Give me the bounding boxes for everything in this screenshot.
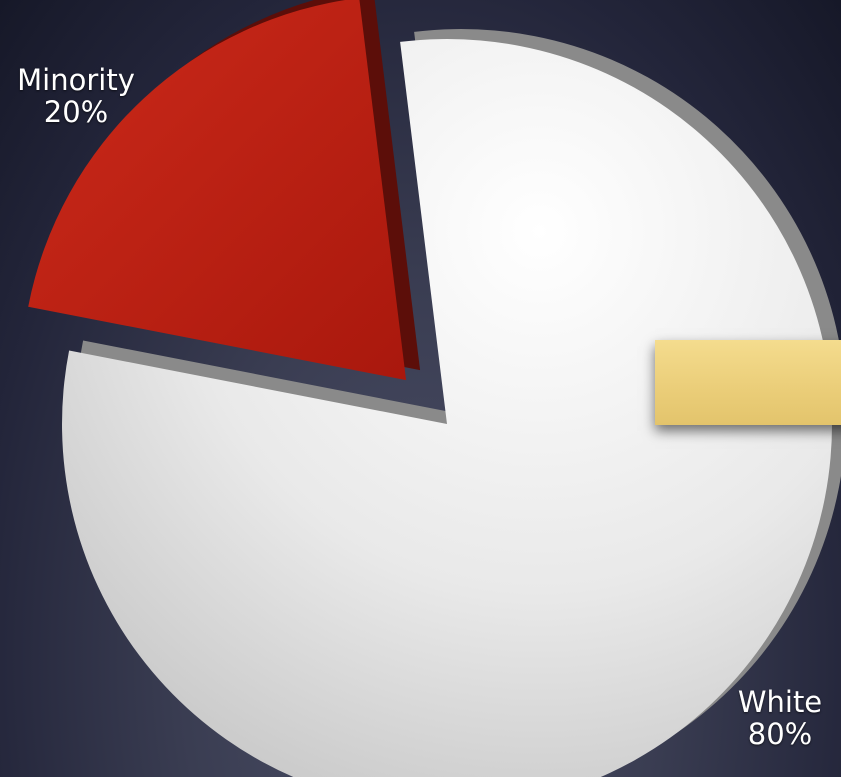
minority-label: Minority 20% (6, 64, 146, 129)
white-slice (62, 39, 833, 777)
sticky-note-overlay (655, 340, 841, 425)
minority-percent: 20% (43, 95, 109, 130)
minority-slice (28, 0, 407, 381)
minority-name: Minority (17, 63, 135, 97)
white-label: White 80% (722, 686, 838, 751)
white-name: White (737, 685, 823, 719)
white-percent: 80% (747, 717, 813, 752)
